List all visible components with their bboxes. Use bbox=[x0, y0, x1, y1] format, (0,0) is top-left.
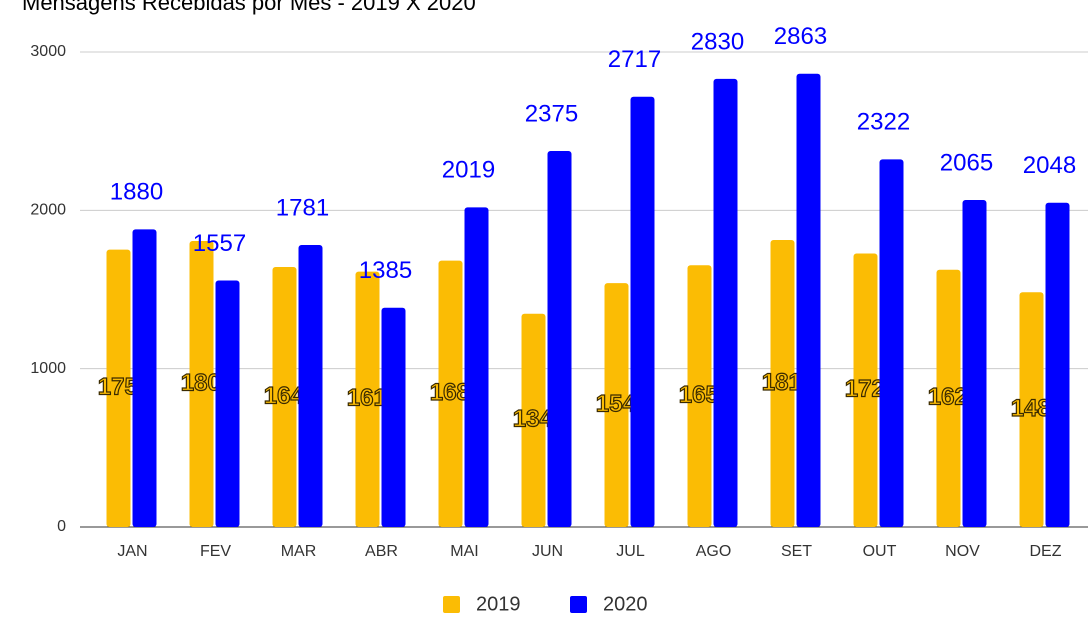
data-label: 1557 bbox=[193, 230, 246, 257]
x-tick-label: MAI bbox=[450, 543, 478, 560]
x-tick-label: FEV bbox=[200, 543, 231, 560]
bar bbox=[215, 280, 240, 527]
x-tick-label: SET bbox=[781, 543, 812, 560]
x-tick-label: ABR bbox=[365, 543, 398, 560]
bar bbox=[713, 78, 738, 528]
bar bbox=[355, 271, 380, 527]
bar bbox=[962, 200, 987, 527]
x-tick-label: AGO bbox=[696, 543, 732, 560]
bar bbox=[381, 307, 406, 527]
bar bbox=[604, 283, 629, 527]
data-label: 2322 bbox=[857, 109, 910, 136]
data-label: 2375 bbox=[525, 100, 578, 127]
x-tick-label: JUL bbox=[616, 543, 645, 560]
bar bbox=[272, 267, 297, 527]
bar bbox=[936, 269, 961, 527]
x-tick-label: JUN bbox=[532, 543, 563, 560]
bar bbox=[630, 96, 655, 527]
x-tick-label: JAN bbox=[117, 543, 147, 560]
data-label: 2065 bbox=[940, 149, 993, 176]
x-tick-label: NOV bbox=[945, 543, 980, 560]
bar bbox=[1019, 292, 1044, 527]
y-tick-label: 2000 bbox=[30, 202, 66, 219]
legend-label: 2020 bbox=[603, 593, 648, 615]
bar bbox=[687, 265, 712, 527]
data-label: 1880 bbox=[110, 179, 163, 206]
data-label: 2863 bbox=[774, 23, 827, 50]
data-label: 1613 bbox=[347, 385, 400, 412]
bar bbox=[464, 207, 489, 527]
bar bbox=[879, 159, 904, 527]
data-label: 2830 bbox=[691, 28, 744, 55]
bar bbox=[770, 239, 795, 528]
bar bbox=[298, 245, 323, 527]
bar bbox=[521, 313, 546, 527]
x-tick-label: OUT bbox=[863, 543, 897, 560]
bar bbox=[853, 253, 878, 527]
legend-swatch bbox=[570, 596, 587, 613]
bar bbox=[796, 73, 821, 528]
x-tick-label: MAR bbox=[281, 543, 317, 560]
bar bbox=[132, 229, 157, 528]
data-label: 1781 bbox=[276, 194, 329, 221]
data-label: 2717 bbox=[608, 46, 661, 73]
x-tick-label: DEZ bbox=[1030, 543, 1062, 560]
bar bbox=[189, 241, 214, 528]
bar bbox=[106, 249, 131, 527]
y-tick-label: 0 bbox=[57, 518, 66, 535]
y-tick-label: 1000 bbox=[30, 360, 66, 377]
y-tick-label: 3000 bbox=[30, 43, 66, 60]
chart-title: Mensagens Recebidas por Mês - 2019 X 202… bbox=[22, 0, 476, 15]
legend-swatch bbox=[443, 596, 460, 613]
bar bbox=[547, 150, 572, 528]
bar bbox=[1045, 202, 1070, 527]
legend-label: 2019 bbox=[476, 593, 521, 615]
data-label: 2048 bbox=[1023, 152, 1076, 179]
data-label: 2019 bbox=[442, 157, 495, 184]
data-label: 1385 bbox=[359, 257, 412, 284]
bar bbox=[438, 260, 463, 527]
